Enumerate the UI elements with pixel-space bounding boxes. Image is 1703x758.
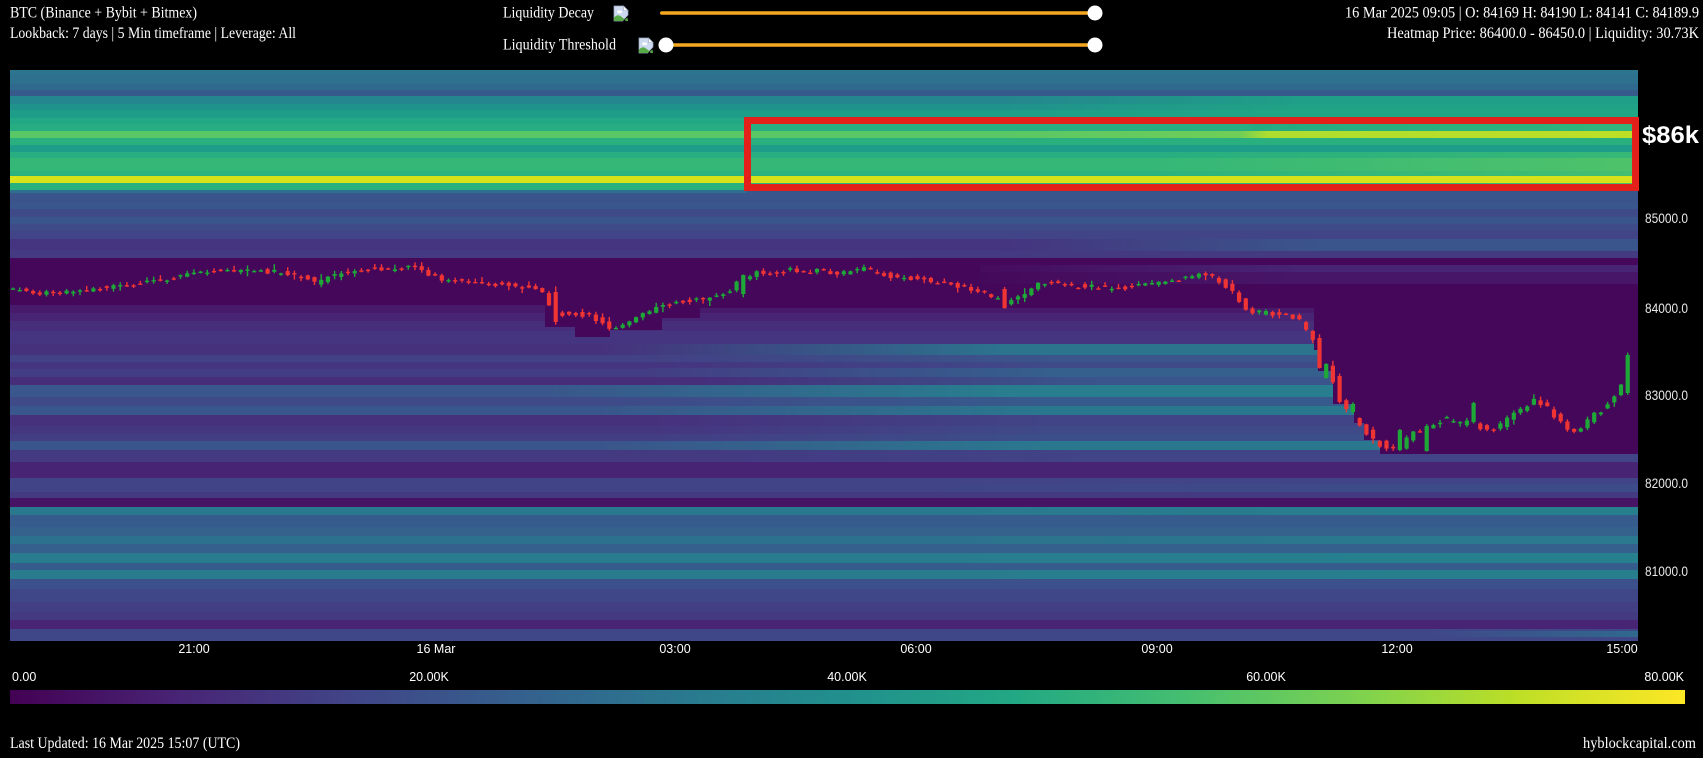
svg-text:03:00: 03:00 — [659, 642, 690, 656]
svg-text:BTC (Binance + Bybit + Bitmex): BTC (Binance + Bybit + Bitmex) — [10, 5, 197, 22]
svg-text:Liquidity Threshold: Liquidity Threshold — [503, 37, 616, 54]
svg-text:15:00: 15:00 — [1606, 642, 1637, 656]
svg-text:06:00: 06:00 — [900, 642, 931, 656]
svg-text:16 Mar 2025 09:05 | O: 84169 H: 16 Mar 2025 09:05 | O: 84169 H: 84190 L:… — [1345, 5, 1699, 22]
svg-text:80.00K: 80.00K — [1644, 670, 1684, 684]
svg-text:$86k: $86k — [1642, 122, 1700, 149]
svg-text:Lookback: 7 days | 5 Min timef: Lookback: 7 days | 5 Min timeframe | Lev… — [10, 25, 296, 42]
svg-text:09:00: 09:00 — [1141, 642, 1172, 656]
svg-text:40.00K: 40.00K — [827, 670, 867, 684]
svg-text:81000.0: 81000.0 — [1645, 564, 1688, 579]
svg-text:Last Updated: 16 Mar 2025 15:0: Last Updated: 16 Mar 2025 15:07 (UTC) — [10, 735, 240, 752]
svg-text:Liquidity Decay: Liquidity Decay — [503, 5, 594, 22]
svg-text:20.00K: 20.00K — [409, 670, 449, 684]
svg-text:Heatmap Price: 86400.0 - 86450: Heatmap Price: 86400.0 - 86450.0 | Liqui… — [1387, 25, 1700, 42]
svg-text:83000.0: 83000.0 — [1645, 388, 1688, 403]
svg-text:84000.0: 84000.0 — [1645, 301, 1688, 316]
svg-text:85000.0: 85000.0 — [1645, 211, 1688, 226]
svg-text:21:00: 21:00 — [178, 642, 209, 656]
svg-text:16 Mar: 16 Mar — [417, 642, 456, 656]
svg-text:60.00K: 60.00K — [1246, 670, 1286, 684]
svg-text:0.00: 0.00 — [12, 670, 36, 684]
svg-text:82000.0: 82000.0 — [1645, 476, 1688, 491]
svg-text:12:00: 12:00 — [1381, 642, 1412, 656]
svg-text:hyblockcapital.com: hyblockcapital.com — [1583, 735, 1696, 752]
